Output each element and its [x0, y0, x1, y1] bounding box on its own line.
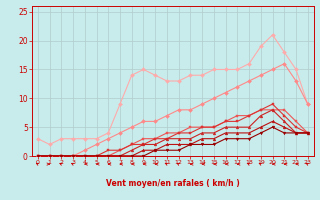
- X-axis label: Vent moyen/en rafales ( km/h ): Vent moyen/en rafales ( km/h ): [106, 179, 240, 188]
